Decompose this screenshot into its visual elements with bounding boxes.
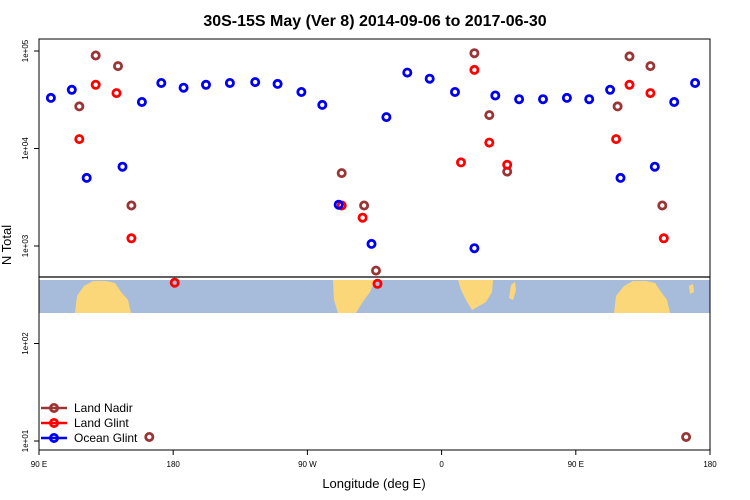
legend-item-land-nadir: Land Nadir [41, 401, 133, 415]
legend-label: Ocean Glint [74, 431, 138, 445]
chart-title: 30S-15S May (Ver 8) 2014-09-06 to 2017-0… [203, 13, 546, 30]
x-tick-label: 90 E [568, 460, 584, 469]
land-glint-point [645, 88, 656, 99]
legend-item-ocean-glint: Ocean Glint [41, 431, 138, 445]
ocean-glint-point [538, 94, 549, 105]
ocean-glint-point [584, 94, 595, 105]
legend-label: Land Nadir [74, 401, 133, 415]
land-nadir-point [484, 110, 495, 121]
land-glint-point [484, 137, 495, 148]
ocean-glint-point [669, 97, 680, 108]
plot-area: 90 E 180 90 W 0 90 E 180 1e+01 1e+02 1e+… [21, 38, 717, 469]
ocean-glint-point [514, 94, 525, 105]
ocean-glint-point [156, 78, 167, 89]
y-tick-label: 1e+02 [21, 332, 30, 355]
ocean-glint-point [317, 99, 328, 110]
land-nadir-point [624, 51, 635, 62]
ocean-glint-point [690, 78, 701, 89]
land-glint-point [455, 157, 466, 168]
ocean-glint-point [178, 82, 189, 93]
madagascar-landmass [509, 282, 516, 300]
land-nadir-point [144, 431, 155, 442]
ocean-glint-point [224, 78, 235, 89]
australia-landmass [75, 281, 131, 313]
ocean-glint-point [605, 84, 616, 95]
legend-marker [49, 402, 60, 413]
legend-label: Land Glint [74, 416, 129, 430]
land-nadir-point [370, 265, 381, 276]
land-nadir-point [359, 200, 370, 211]
ocean-glint-point [45, 92, 56, 103]
ocean-glint-point [424, 73, 435, 84]
ocean-glint-point [136, 97, 147, 108]
x-axis-label: Longitude (deg E) [322, 476, 425, 491]
land-glint-point [74, 134, 85, 145]
ocean-glint-point [66, 84, 77, 95]
y-axis-label: N Total [0, 225, 14, 265]
y-tick-label: 1e+04 [21, 137, 30, 160]
new-zealand-landmass [689, 284, 694, 294]
legend-marker [49, 432, 60, 443]
ocean-glint-point [402, 67, 413, 78]
legend-item-land-glint: Land Glint [41, 416, 129, 430]
land-glint-point [624, 79, 635, 90]
x-tick-label: 0 [439, 460, 444, 469]
x-tick-label: 180 [167, 460, 181, 469]
land-glint-point [469, 64, 480, 75]
legend-marker [49, 417, 60, 428]
y-tick-label: 1e+01 [21, 429, 30, 452]
ocean-glint-point [449, 87, 460, 98]
land-glint-point [372, 278, 383, 289]
y-tick-label: 1e+05 [21, 39, 30, 62]
ocean-glint-point [333, 199, 344, 210]
south-america-landmass [333, 280, 375, 313]
x-tick-label: 180 [703, 460, 717, 469]
australia-landmass-repeat [614, 281, 670, 313]
land-glint-point [90, 79, 101, 90]
land-nadir-point [336, 168, 347, 179]
land-nadir-point [681, 431, 692, 442]
ocean-glint-point [561, 92, 572, 103]
ocean-glint-point [649, 161, 660, 172]
x-axis: 90 E 180 90 W 0 90 E 180 [31, 450, 717, 469]
land-glint-point [658, 233, 669, 244]
ocean-glint-point [469, 243, 480, 254]
land-nadir-point [126, 200, 137, 211]
land-glint-point [357, 212, 368, 223]
land-glint-point [126, 233, 137, 244]
land-nadir-point [74, 101, 85, 112]
land-nadir-point [469, 48, 480, 59]
y-axis: 1e+01 1e+02 1e+03 1e+04 1e+05 [21, 39, 39, 452]
ocean-glint-point [272, 78, 283, 89]
land-glint-point [111, 88, 122, 99]
ocean-glint-point [81, 172, 92, 183]
land-glint-point [502, 159, 513, 170]
legend: Land Nadir Land Glint Ocean Glint [41, 401, 138, 445]
land-nadir-point [657, 200, 668, 211]
ocean-glint-point [381, 112, 392, 123]
ocean-glint-point [490, 90, 501, 101]
africa-landmass [458, 280, 493, 310]
ocean-glint-point [117, 161, 128, 172]
y-tick-label: 1e+03 [21, 234, 30, 257]
ocean-glint-point [296, 87, 307, 98]
land-nadir-point [612, 101, 623, 112]
ocean-glint-point [615, 172, 626, 183]
ocean-glint-point [366, 238, 377, 249]
land-glint-point [169, 277, 180, 288]
land-nadir-point [645, 61, 656, 72]
land-nadir-point [113, 61, 124, 72]
ocean-glint-point [250, 77, 261, 88]
x-tick-label: 90 W [298, 460, 317, 469]
data-points [45, 48, 701, 442]
x-tick-label: 90 E [31, 460, 47, 469]
land-nadir-point [90, 50, 101, 61]
land-glint-point [611, 134, 622, 145]
ocean-glint-point [200, 79, 211, 90]
